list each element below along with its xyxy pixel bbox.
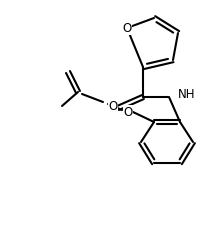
Text: O: O [123, 106, 133, 118]
Text: O: O [108, 100, 118, 114]
Text: NH: NH [178, 88, 195, 102]
Text: O: O [122, 22, 132, 35]
